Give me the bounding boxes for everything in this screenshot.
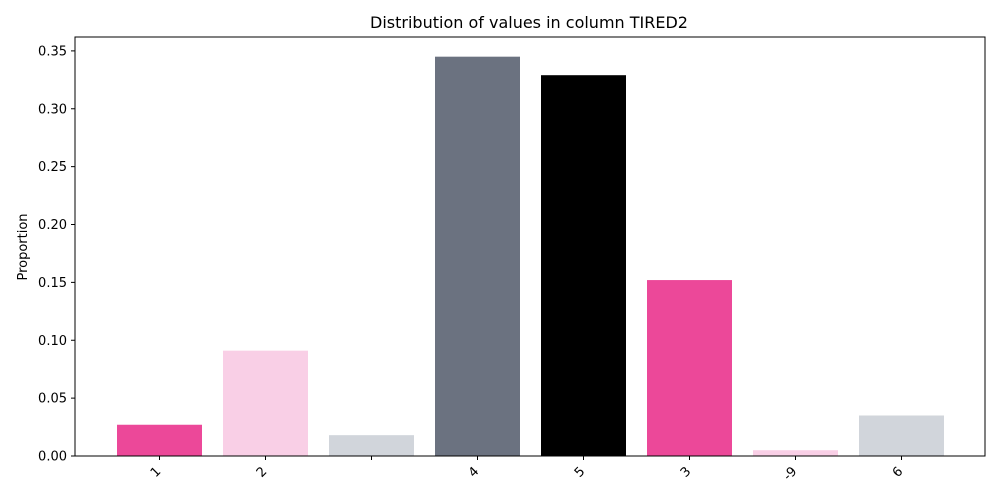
bar-5 xyxy=(541,75,626,456)
y-axis-label: Proportion xyxy=(16,213,31,280)
x-tick-label: 3 xyxy=(678,464,694,480)
bar--9 xyxy=(753,450,838,456)
x-tick-label: 6 xyxy=(890,464,906,480)
plot-area: 0.00 0.05 0.10 0.15 0.20 0.25 0.30 0.35 1 2 4 5 3 -9 6 xyxy=(38,36,986,484)
y-tick-label: 0.20 xyxy=(38,218,67,233)
bar-1 xyxy=(117,424,202,456)
bar-2 xyxy=(223,350,308,456)
y-tick-label: 0.10 xyxy=(38,334,67,349)
y-tick-label: 0.25 xyxy=(38,160,67,175)
x-tick-label: -9 xyxy=(781,464,801,484)
x-tick-label: 2 xyxy=(254,464,270,480)
y-tick-label: 0.00 xyxy=(38,450,67,465)
chart-title: Distribution of values in column TIRED2 xyxy=(370,13,688,32)
x-tick-label: 4 xyxy=(466,464,482,480)
x-tick-label: 1 xyxy=(148,464,164,480)
bar-3 xyxy=(647,280,732,456)
plot-frame xyxy=(74,36,986,457)
y-tick-label: 0.35 xyxy=(38,44,67,59)
bar-6 xyxy=(859,415,944,456)
y-tick-label: 0.05 xyxy=(38,392,67,407)
y-tick-label: 0.30 xyxy=(38,102,67,117)
bar-blank xyxy=(329,435,414,456)
x-tick-label: 5 xyxy=(572,464,588,480)
bar-4 xyxy=(435,56,520,457)
y-tick-label: 0.15 xyxy=(38,276,67,291)
